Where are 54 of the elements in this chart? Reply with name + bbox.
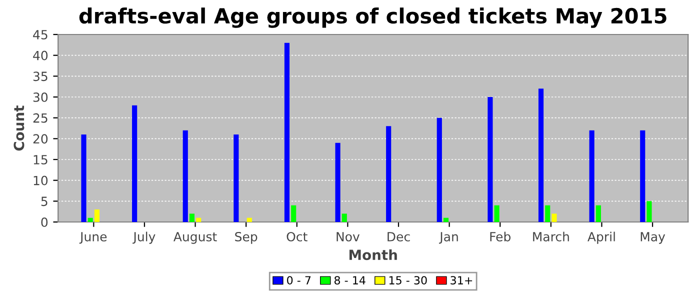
bar <box>640 130 646 222</box>
bar <box>488 97 493 222</box>
y-tick-label: 35 <box>33 72 48 82</box>
bar <box>646 201 652 222</box>
x-tick-label: June <box>79 232 107 244</box>
bar <box>284 42 290 222</box>
bar <box>182 130 188 222</box>
bar <box>189 214 195 222</box>
legend-label: 31+ <box>450 276 472 284</box>
legend-label: 8 - 14 <box>334 276 366 284</box>
y-tick-label: 25 <box>33 113 48 123</box>
bar <box>545 205 550 222</box>
y-tick-label: 45 <box>33 30 48 40</box>
bar <box>342 214 347 222</box>
bar <box>234 134 239 222</box>
chart-title: drafts-eval Age groups of closed tickets May 2015 <box>79 8 666 28</box>
y-tick-label: 10 <box>34 176 48 186</box>
x-tick-label: July <box>132 232 156 244</box>
x-tick-label: Nov <box>336 232 360 242</box>
bar <box>88 218 93 222</box>
x-tick-label: August <box>174 232 217 244</box>
y-axis-title: Count <box>14 105 24 151</box>
bar <box>386 126 392 222</box>
bar <box>538 88 544 222</box>
legend-label: 0 - 7 <box>287 276 311 284</box>
bar <box>552 214 557 222</box>
x-tick-label: Sep <box>235 232 258 244</box>
bar <box>436 118 442 222</box>
x-tick-label: Dec <box>388 232 410 242</box>
x-tick-label: April <box>588 232 615 244</box>
y-tick-label: 40 <box>33 50 48 60</box>
y-tick-label: 30 <box>33 92 48 102</box>
x-tick-label: Feb <box>490 232 510 242</box>
bar <box>246 218 252 222</box>
legend-label: 15 - 30 <box>389 276 427 284</box>
x-tick-label: March <box>533 232 569 242</box>
bar <box>335 142 340 222</box>
bar <box>94 210 100 222</box>
bar <box>81 134 86 222</box>
x-axis-title: Month <box>349 249 397 260</box>
bar <box>494 205 500 222</box>
y-tick-label: 0 <box>41 217 48 227</box>
y-tick-label: 15 <box>34 155 48 164</box>
bar <box>589 130 594 222</box>
x-tick-label: May <box>640 232 666 244</box>
y-tick-label: 5 <box>41 196 48 206</box>
bar <box>443 218 449 222</box>
y-tick-label: 20 <box>33 134 48 144</box>
bar <box>196 218 202 222</box>
bar <box>291 205 296 222</box>
bar <box>132 105 138 222</box>
x-tick-label: Oct <box>286 232 308 242</box>
x-tick-label: Jan <box>439 232 458 244</box>
bar <box>596 205 601 222</box>
